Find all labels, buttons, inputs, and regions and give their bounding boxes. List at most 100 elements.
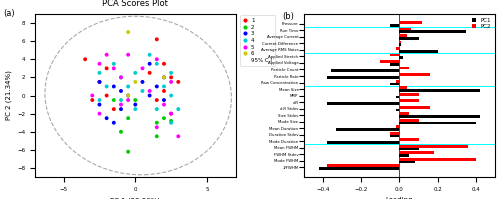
- Bar: [380, 60, 400, 63]
- Point: [110, 67, 118, 70]
- Point: [117, 89, 125, 93]
- Point: [153, 85, 161, 88]
- Point: [138, 80, 146, 84]
- Point: [124, 85, 132, 88]
- X-axis label: Loading: Loading: [386, 197, 413, 199]
- Bar: [400, 115, 479, 118]
- Point: [117, 107, 125, 111]
- Bar: [327, 76, 400, 79]
- X-axis label: PC 1 (23.90%): PC 1 (23.90%): [110, 197, 160, 199]
- Bar: [327, 141, 400, 144]
- Bar: [390, 135, 400, 137]
- Bar: [400, 106, 430, 108]
- Point: [174, 135, 182, 138]
- Bar: [400, 43, 402, 46]
- Bar: [400, 119, 418, 122]
- Point: [153, 135, 161, 138]
- Point: [124, 150, 132, 153]
- Point: [96, 80, 104, 84]
- Bar: [400, 67, 409, 69]
- Bar: [400, 145, 468, 148]
- Bar: [400, 161, 415, 163]
- Bar: [400, 151, 434, 154]
- Point: [138, 89, 146, 93]
- Bar: [396, 47, 400, 50]
- Point: [117, 99, 125, 102]
- Point: [167, 112, 175, 115]
- Point: [167, 112, 175, 115]
- Point: [160, 85, 168, 88]
- Bar: [400, 122, 476, 124]
- Legend: PC1, PC2: PC1, PC2: [470, 17, 492, 30]
- Bar: [390, 24, 400, 26]
- Point: [174, 80, 182, 84]
- Bar: [400, 34, 407, 37]
- Point: [132, 80, 140, 84]
- Point: [81, 58, 89, 61]
- Point: [96, 62, 104, 65]
- Bar: [330, 69, 400, 72]
- Bar: [327, 165, 400, 167]
- Legend: 1, 2, 3, 4, 5, 6, 95% C.I: 1, 2, 3, 4, 5, 6, 95% C.I: [240, 15, 274, 66]
- Bar: [396, 108, 400, 111]
- Point: [88, 94, 96, 97]
- Point: [102, 53, 110, 56]
- Title: PCA Scores Plot: PCA Scores Plot: [102, 0, 168, 8]
- Point: [160, 76, 168, 79]
- Bar: [400, 154, 409, 157]
- Point: [124, 30, 132, 34]
- Point: [146, 94, 154, 97]
- Y-axis label: PC 2 (21.34%): PC 2 (21.34%): [5, 71, 12, 120]
- Bar: [400, 100, 418, 102]
- Text: (b): (b): [282, 12, 294, 21]
- Point: [138, 67, 146, 70]
- Bar: [400, 148, 418, 150]
- Bar: [396, 96, 400, 98]
- Point: [160, 117, 168, 120]
- Point: [124, 94, 132, 97]
- Point: [110, 99, 118, 102]
- Point: [132, 71, 140, 74]
- Bar: [336, 128, 400, 131]
- Bar: [396, 125, 400, 128]
- Bar: [390, 83, 400, 85]
- Point: [96, 71, 104, 74]
- Point: [167, 94, 175, 97]
- Point: [102, 67, 110, 70]
- Point: [153, 62, 161, 65]
- Bar: [400, 93, 418, 96]
- Bar: [400, 73, 430, 76]
- Point: [132, 107, 140, 111]
- Bar: [400, 139, 418, 141]
- Point: [102, 117, 110, 120]
- Bar: [396, 80, 400, 83]
- Bar: [400, 86, 407, 89]
- Point: [167, 80, 175, 84]
- Point: [160, 62, 168, 65]
- Bar: [400, 21, 422, 24]
- Point: [117, 76, 125, 79]
- Bar: [400, 28, 411, 30]
- Point: [117, 76, 125, 79]
- Point: [167, 76, 175, 79]
- Bar: [400, 57, 404, 59]
- Point: [88, 99, 96, 102]
- Point: [132, 103, 140, 106]
- Point: [96, 80, 104, 84]
- Point: [160, 99, 168, 102]
- Point: [96, 99, 104, 102]
- Point: [102, 85, 110, 88]
- Point: [124, 53, 132, 56]
- Point: [167, 71, 175, 74]
- Bar: [390, 54, 400, 57]
- Point: [160, 89, 168, 93]
- Point: [153, 126, 161, 129]
- Point: [174, 107, 182, 111]
- Point: [110, 62, 118, 65]
- Point: [160, 76, 168, 79]
- Point: [124, 94, 132, 97]
- Point: [146, 53, 154, 56]
- Point: [146, 62, 154, 65]
- Bar: [327, 102, 400, 105]
- Bar: [400, 30, 466, 33]
